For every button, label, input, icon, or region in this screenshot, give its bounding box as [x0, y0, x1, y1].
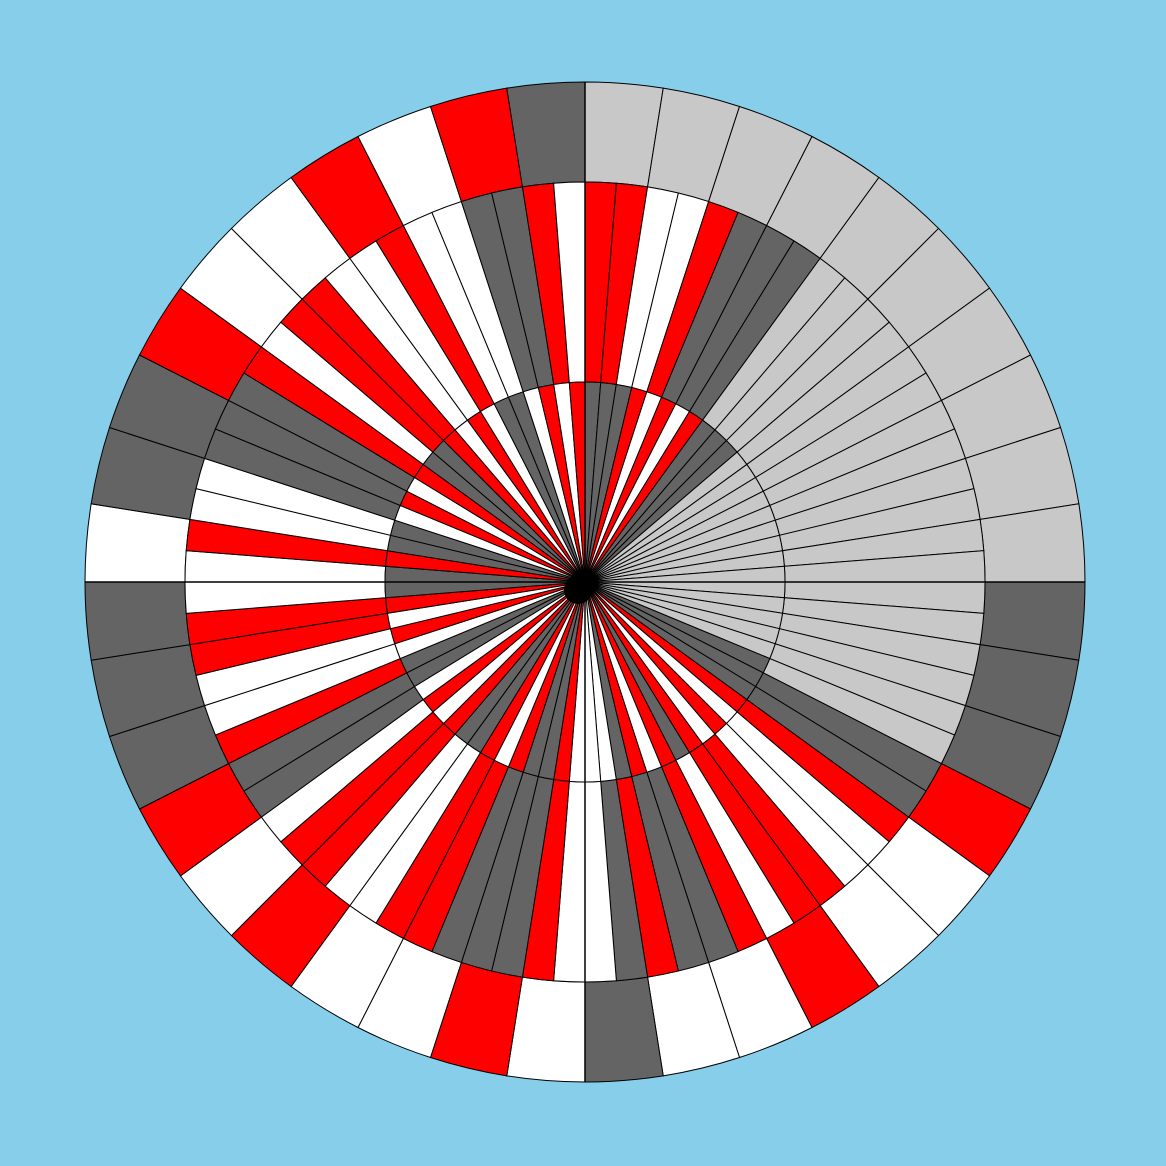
- inner-ring: [384, 381, 786, 783]
- outer-ring: [84, 81, 1086, 1083]
- quadrant-dividers: [85, 82, 1085, 1082]
- center-hub: [564, 576, 592, 604]
